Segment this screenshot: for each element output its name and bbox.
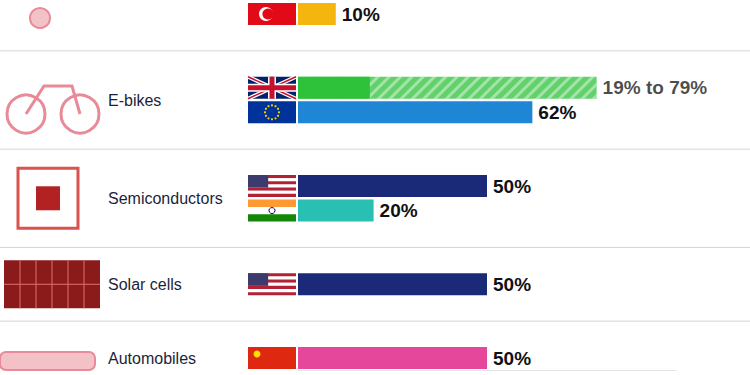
svg-text:50%: 50% xyxy=(493,176,531,197)
svg-text:10%: 10% xyxy=(342,4,380,25)
svg-text:20%: 20% xyxy=(380,200,418,221)
svg-text:E-bikes: E-bikes xyxy=(108,92,161,109)
svg-text:Semiconductors: Semiconductors xyxy=(108,190,223,207)
svg-text:50%: 50% xyxy=(493,348,531,369)
svg-text:Automobiles: Automobiles xyxy=(108,350,196,367)
svg-text:Solar cells: Solar cells xyxy=(108,276,182,293)
svg-text:62%: 62% xyxy=(538,102,576,123)
svg-text:50%: 50% xyxy=(493,274,531,295)
svg-text:19% to 79%: 19% to 79% xyxy=(603,77,708,98)
